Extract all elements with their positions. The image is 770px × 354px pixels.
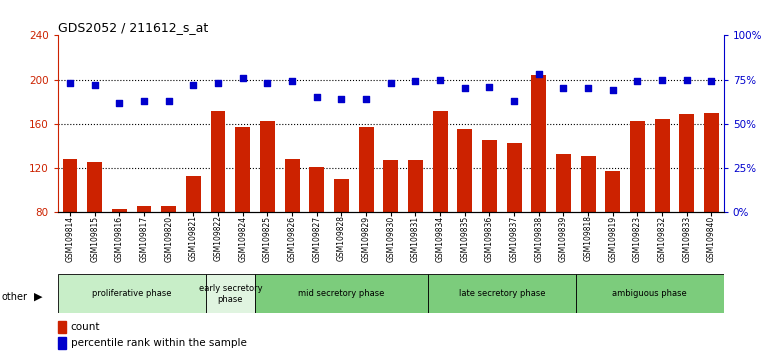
- Point: [508, 98, 521, 104]
- Text: GSM109815: GSM109815: [90, 216, 99, 262]
- Bar: [654, 119, 670, 301]
- Bar: [58, 274, 206, 313]
- Text: GSM109832: GSM109832: [658, 216, 667, 262]
- Text: GSM109833: GSM109833: [682, 216, 691, 262]
- Text: mid secretory phase: mid secretory phase: [298, 289, 385, 298]
- Bar: [433, 110, 447, 301]
- Bar: [556, 154, 571, 301]
- Text: GSM109823: GSM109823: [633, 216, 642, 262]
- Text: GSM109825: GSM109825: [263, 216, 272, 262]
- Bar: [630, 121, 644, 301]
- Point: [113, 100, 126, 105]
- Bar: [260, 121, 275, 301]
- Text: GSM109837: GSM109837: [510, 216, 519, 262]
- Bar: [605, 171, 620, 301]
- Bar: [507, 143, 521, 301]
- Text: GSM109834: GSM109834: [436, 216, 444, 262]
- Text: GSM109826: GSM109826: [288, 216, 296, 262]
- Bar: [482, 141, 497, 301]
- Point: [286, 79, 298, 84]
- Point: [310, 95, 323, 100]
- Text: other: other: [2, 292, 28, 302]
- Point: [582, 86, 594, 91]
- Bar: [255, 274, 428, 313]
- Text: GSM109816: GSM109816: [115, 216, 124, 262]
- Text: GSM109824: GSM109824: [238, 216, 247, 262]
- Bar: [186, 176, 201, 301]
- Text: ▶: ▶: [34, 292, 42, 302]
- Text: count: count: [71, 322, 100, 332]
- Point: [89, 82, 101, 88]
- Text: GSM109814: GSM109814: [65, 216, 75, 262]
- Text: GSM109822: GSM109822: [213, 216, 223, 262]
- Bar: [87, 161, 102, 301]
- Text: GSM109820: GSM109820: [164, 216, 173, 262]
- Text: GSM109821: GSM109821: [189, 216, 198, 262]
- Bar: [58, 337, 66, 349]
- Point: [607, 87, 619, 93]
- Text: GDS2052 / 211612_s_at: GDS2052 / 211612_s_at: [58, 21, 208, 34]
- Point: [434, 77, 447, 82]
- Bar: [58, 321, 66, 333]
- Point: [484, 84, 496, 90]
- Text: GSM109828: GSM109828: [337, 216, 346, 262]
- Text: GSM109839: GSM109839: [559, 216, 568, 262]
- Point: [459, 86, 471, 91]
- Point: [162, 98, 175, 104]
- Bar: [162, 206, 176, 301]
- Text: proliferative phase: proliferative phase: [92, 289, 172, 298]
- Text: late secretory phase: late secretory phase: [458, 289, 545, 298]
- Point: [360, 96, 372, 102]
- Bar: [236, 127, 250, 301]
- Point: [533, 72, 545, 77]
- Bar: [359, 127, 373, 301]
- Text: GSM109830: GSM109830: [387, 216, 395, 262]
- Point: [410, 79, 422, 84]
- Text: GSM109840: GSM109840: [707, 216, 716, 262]
- Text: GSM109835: GSM109835: [460, 216, 469, 262]
- Point: [187, 82, 199, 88]
- Bar: [581, 156, 595, 301]
- Point: [261, 80, 273, 86]
- Bar: [310, 167, 324, 301]
- Point: [705, 79, 718, 84]
- Bar: [576, 274, 724, 313]
- Point: [212, 80, 224, 86]
- Bar: [334, 179, 349, 301]
- Text: GSM109819: GSM109819: [608, 216, 618, 262]
- Bar: [383, 160, 398, 301]
- Point: [681, 77, 693, 82]
- Point: [656, 77, 668, 82]
- Point: [236, 75, 249, 81]
- Point: [384, 80, 397, 86]
- Bar: [62, 159, 78, 301]
- Text: ambiguous phase: ambiguous phase: [612, 289, 687, 298]
- Point: [138, 98, 150, 104]
- Text: GSM109836: GSM109836: [485, 216, 494, 262]
- Bar: [285, 159, 300, 301]
- Point: [631, 79, 644, 84]
- Bar: [531, 75, 546, 301]
- Text: GSM109827: GSM109827: [313, 216, 321, 262]
- Text: GSM109838: GSM109838: [534, 216, 544, 262]
- Bar: [137, 206, 152, 301]
- Bar: [704, 113, 719, 301]
- Point: [557, 86, 570, 91]
- Bar: [408, 160, 423, 301]
- Text: GSM109818: GSM109818: [584, 216, 593, 262]
- Bar: [112, 209, 127, 301]
- Text: GSM109829: GSM109829: [362, 216, 370, 262]
- Text: early secretory
phase: early secretory phase: [199, 284, 263, 303]
- Bar: [211, 110, 226, 301]
- Bar: [428, 274, 576, 313]
- Bar: [206, 274, 255, 313]
- Text: GSM109831: GSM109831: [411, 216, 420, 262]
- Text: percentile rank within the sample: percentile rank within the sample: [71, 338, 246, 348]
- Point: [64, 80, 76, 86]
- Point: [335, 96, 347, 102]
- Bar: [457, 130, 472, 301]
- Text: GSM109817: GSM109817: [139, 216, 149, 262]
- Bar: [679, 114, 695, 301]
